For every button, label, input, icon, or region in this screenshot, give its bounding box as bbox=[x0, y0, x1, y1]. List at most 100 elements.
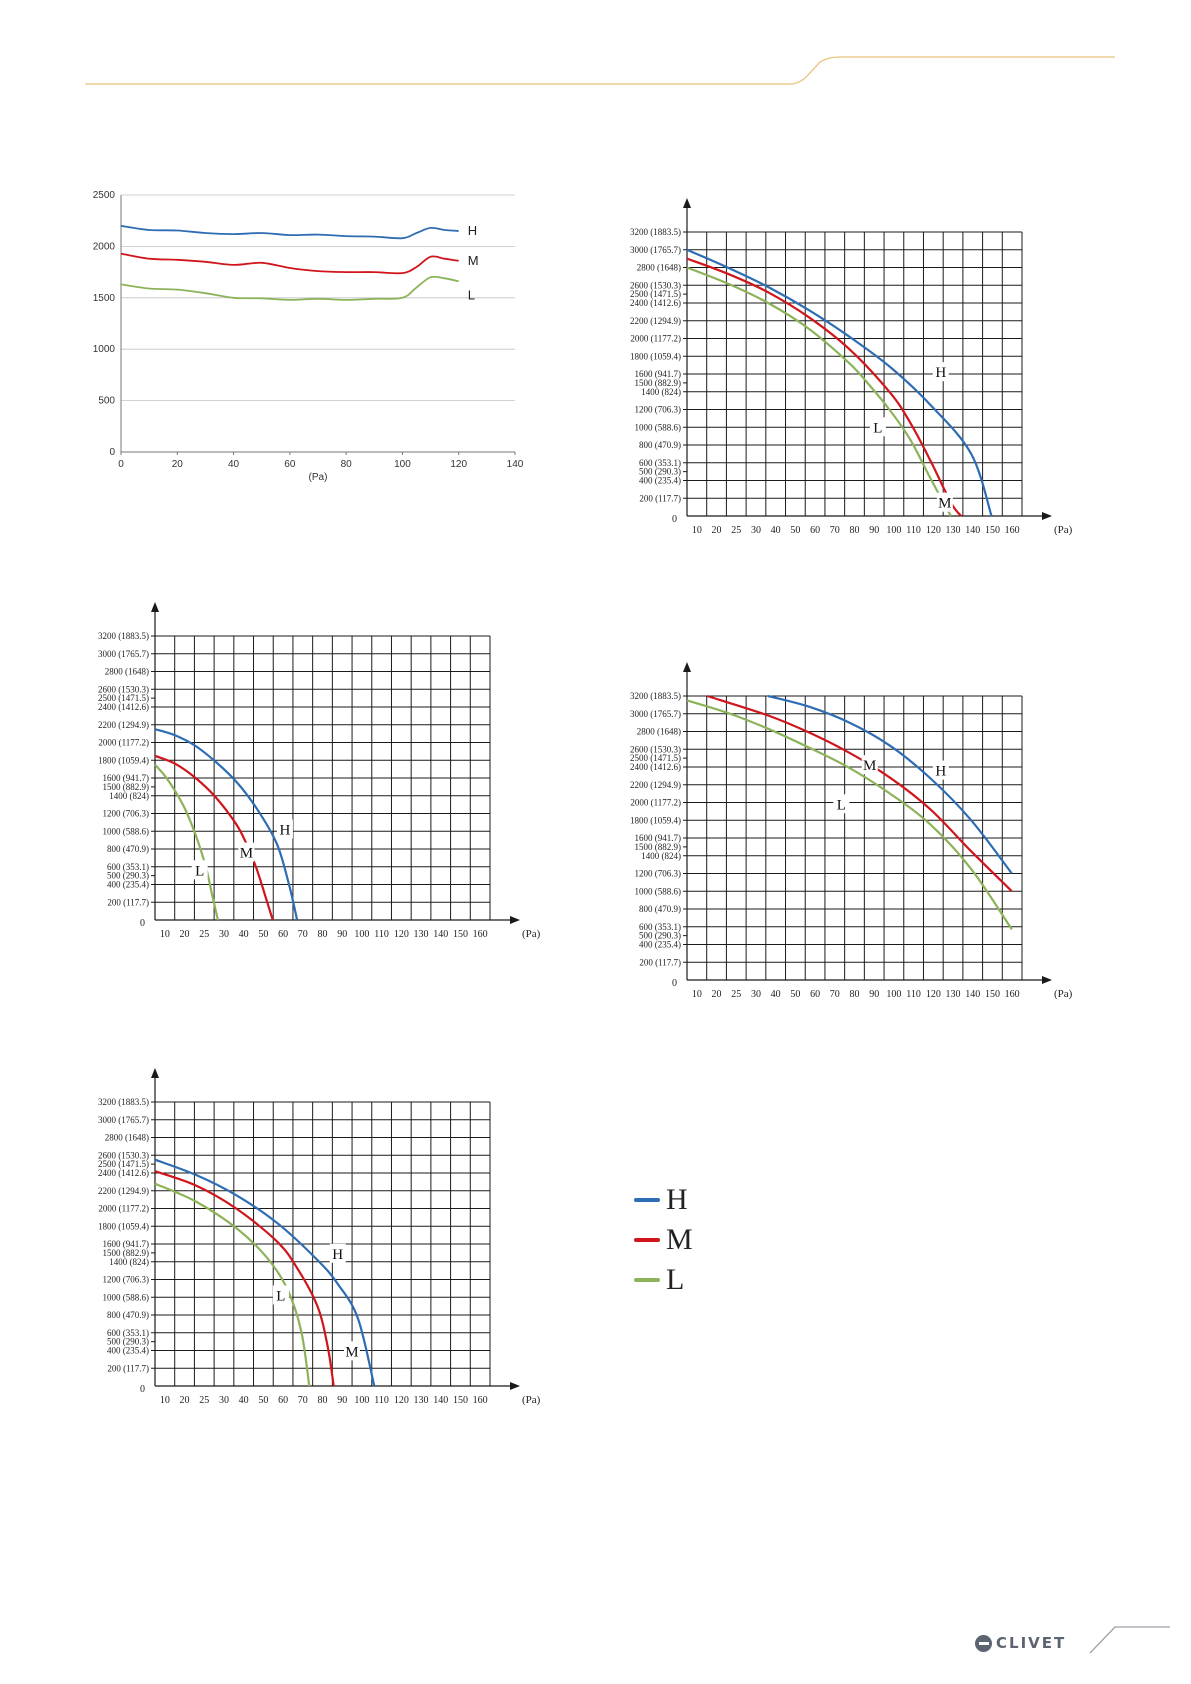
y-tick-label: 200 (117.7) bbox=[107, 1363, 149, 1373]
x-tick-label: 25 bbox=[731, 989, 741, 1000]
origin-label: 0 bbox=[140, 918, 145, 929]
curve-label-m: M bbox=[863, 758, 876, 774]
x-tick-label: 150 bbox=[453, 929, 468, 940]
x-tick-label: 80 bbox=[850, 525, 860, 536]
x-tick-label: 0 bbox=[118, 459, 124, 470]
x-tick-label: 140 bbox=[965, 989, 980, 1000]
y-tick-label: 1600 (941.7) bbox=[103, 773, 150, 783]
y-tick-label: 2000 bbox=[93, 241, 116, 252]
y-tick-label: 1000 (588.6) bbox=[103, 1292, 150, 1302]
x-tick-label: 120 bbox=[394, 1395, 409, 1406]
y-tick-label: 3000 (1765.7) bbox=[98, 1115, 149, 1125]
annotation-bg bbox=[276, 819, 293, 839]
x-tick-label: 160 bbox=[473, 1395, 488, 1406]
curve-label-h: H bbox=[935, 365, 946, 381]
y-tick-label: 1200 (706.3) bbox=[635, 869, 682, 879]
y-tick-label: 400 (235.4) bbox=[639, 940, 681, 950]
y-tick-label: 500 (290.3) bbox=[107, 871, 149, 881]
y-tick-label: 2000 (1177.2) bbox=[630, 798, 681, 808]
series-line-l bbox=[120, 275, 459, 301]
x-tick-label: 40 bbox=[239, 929, 249, 940]
x-tick-label: 80 bbox=[318, 1395, 328, 1406]
x-tick-label: 130 bbox=[414, 1395, 429, 1406]
x-tick-label: 90 bbox=[869, 989, 879, 1000]
y-tick-label: 1200 (706.3) bbox=[103, 1275, 150, 1285]
annotation-bg bbox=[932, 760, 949, 780]
y-tick-label: 2000 (1177.2) bbox=[630, 334, 681, 344]
y-tick-label: 1500 (882.9) bbox=[103, 1248, 150, 1258]
y-tick-label: 2800 (1648) bbox=[637, 263, 681, 273]
x-tick-label: 50 bbox=[258, 929, 268, 940]
y-tick-label: 1400 (824) bbox=[109, 791, 149, 801]
y-tick-label: 2200 (1294.9) bbox=[98, 720, 149, 730]
y-tick-label: 1800 (1059.4) bbox=[630, 815, 681, 825]
chart-fan-curve-4: 3200 (1883.5) 3000 (1765.7) 2800 (1648) 260… bbox=[98, 1068, 541, 1406]
curve-label-h: H bbox=[280, 822, 291, 838]
x-tick-label: 150 bbox=[985, 989, 1000, 1000]
x-tick-label: 140 bbox=[433, 929, 448, 940]
x-tick-label: 100 bbox=[354, 1395, 369, 1406]
y-axis-arrow bbox=[683, 662, 691, 672]
curve-label-l: L bbox=[276, 1288, 285, 1304]
y-tick-label: 500 (290.3) bbox=[639, 931, 681, 941]
x-tick-label: 20 bbox=[180, 929, 190, 940]
y-tick-label: 600 (353.1) bbox=[107, 1328, 149, 1338]
annotation-bg bbox=[936, 492, 953, 512]
y-tick-label: 1500 bbox=[93, 293, 116, 304]
x-tick-label: 50 bbox=[790, 989, 800, 1000]
series-curve-m bbox=[154, 754, 274, 921]
y-tick-label: 3000 (1765.7) bbox=[98, 649, 149, 659]
chart-airflow-pressure-line: 0 500 1000 1500 2000 2500 0 20 40 60 80 100 120 140 (P… bbox=[93, 190, 524, 483]
x-tick-label: 110 bbox=[906, 525, 921, 536]
x-tick-label: 130 bbox=[414, 929, 429, 940]
footer-accent-line bbox=[1089, 1626, 1170, 1654]
x-axis-arrow bbox=[1042, 976, 1052, 984]
y-tick-label: 2000 (1177.2) bbox=[98, 1204, 149, 1214]
legend-swatch-m bbox=[634, 1238, 660, 1242]
y-tick-label: 2800 (1648) bbox=[637, 727, 681, 737]
x-tick-label: 140 bbox=[433, 1395, 448, 1406]
y-tick-label: 2400 (1412.6) bbox=[98, 1168, 149, 1178]
brand-name: CLIVET bbox=[996, 1634, 1067, 1652]
x-tick-label: 120 bbox=[926, 525, 941, 536]
x-tick-label: 20 bbox=[172, 459, 184, 470]
y-tick-label: 2500 bbox=[93, 190, 116, 201]
curve-label-l: L bbox=[195, 863, 204, 879]
y-tick-label: 1000 (588.6) bbox=[103, 826, 150, 836]
x-tick-label: 80 bbox=[341, 459, 353, 470]
origin-label: 0 bbox=[672, 978, 677, 989]
legend-label-h: H bbox=[666, 1183, 688, 1216]
y-tick-label: 200 (117.7) bbox=[639, 493, 681, 503]
y-tick-label: 2500 (1471.5) bbox=[630, 753, 681, 763]
x-tick-label: 60 bbox=[810, 525, 820, 536]
series-curve-h bbox=[154, 1158, 376, 1387]
x-tick-label: 90 bbox=[337, 1395, 347, 1406]
legend-item-l: L bbox=[634, 1260, 693, 1300]
x-tick-label: 80 bbox=[850, 989, 860, 1000]
x-tick-label: 20 bbox=[712, 525, 722, 536]
y-tick-label: 1200 (706.3) bbox=[635, 405, 682, 415]
y-tick-label: 0 bbox=[109, 447, 115, 458]
series-label-m: M bbox=[468, 253, 479, 268]
x-tick-label: 30 bbox=[219, 929, 229, 940]
x-tick-label: 60 bbox=[278, 929, 288, 940]
x-tick-label: 40 bbox=[228, 459, 240, 470]
x-tick-label: 70 bbox=[298, 1395, 308, 1406]
y-tick-label: 2400 (1412.6) bbox=[630, 298, 681, 308]
annotation-bg bbox=[932, 362, 949, 382]
x-tick-label: 70 bbox=[830, 525, 840, 536]
legend-item-m: M bbox=[634, 1220, 693, 1260]
x-axis-arrow bbox=[510, 916, 520, 924]
y-tick-label: 400 (235.4) bbox=[107, 880, 149, 890]
y-tick-label: 3000 (1765.7) bbox=[630, 709, 681, 719]
series-curve-h bbox=[154, 728, 299, 921]
x-tick-label: 50 bbox=[258, 1395, 268, 1406]
annotation-bg bbox=[861, 755, 878, 775]
y-tick-label: 600 (353.1) bbox=[107, 862, 149, 872]
legend: H M L bbox=[634, 1180, 693, 1300]
y-tick-label: 3200 (1883.5) bbox=[630, 227, 681, 237]
x-tick-label: 140 bbox=[507, 459, 524, 470]
x-tick-label: 100 bbox=[886, 989, 901, 1000]
x-axis-label: (Pa) bbox=[522, 1394, 541, 1406]
